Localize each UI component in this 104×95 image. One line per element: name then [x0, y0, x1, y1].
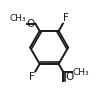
- Text: F: F: [29, 72, 35, 82]
- Text: F: F: [63, 13, 69, 23]
- Text: CH₃: CH₃: [72, 68, 89, 77]
- Text: CH₃: CH₃: [10, 14, 26, 23]
- Text: O: O: [27, 19, 35, 29]
- Text: O: O: [66, 72, 74, 82]
